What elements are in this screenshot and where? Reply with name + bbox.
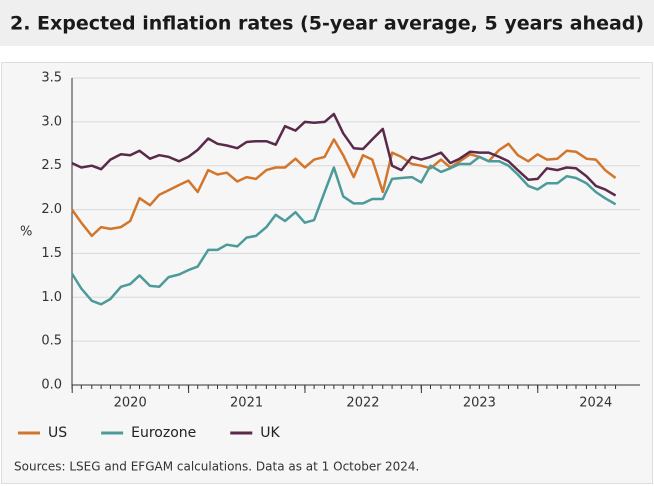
line-series: [70, 138, 617, 238]
title-band: [0, 0, 654, 46]
x-tick-label: 2021: [230, 396, 263, 411]
line-series: [70, 155, 617, 306]
legend-label: US: [48, 425, 67, 441]
panel: [1, 62, 653, 484]
x-tick-label: 2024: [579, 396, 612, 411]
legend-label: Eurozone: [131, 425, 196, 441]
y-tick-label: 3.5: [41, 71, 62, 86]
line-series: [71, 112, 617, 197]
chart-title: 2. Expected inflation rates (5-year aver…: [10, 13, 644, 35]
y-tick-label: 3.0: [41, 114, 62, 129]
source-note: Sources: LSEG and EFGAM calculations. Da…: [14, 460, 419, 474]
y-axis-label: %: [20, 225, 32, 240]
x-tick-label: 2022: [346, 396, 379, 411]
y-tick-label: 1.0: [41, 290, 62, 305]
y-tick-label: 0.0: [41, 378, 62, 393]
y-tick-label: 1.5: [41, 246, 62, 261]
y-tick-label: 0.5: [41, 334, 62, 349]
x-tick-label: 2023: [463, 396, 496, 411]
x-tick-label: 2020: [114, 396, 147, 411]
y-tick-label: 2.0: [41, 202, 62, 217]
y-tick-label: 2.5: [41, 158, 62, 173]
legend-label: UK: [260, 425, 280, 441]
